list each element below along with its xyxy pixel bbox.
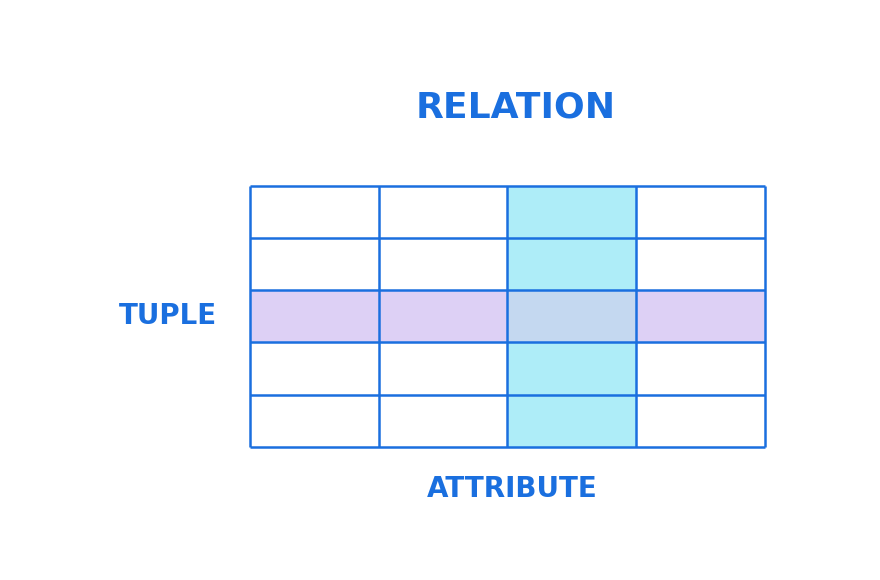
Bar [636, 238, 765, 290]
Bar [636, 342, 765, 395]
Text: TUPLE: TUPLE [119, 302, 217, 331]
Bar [507, 238, 636, 290]
Bar [250, 395, 378, 447]
Bar [250, 238, 378, 290]
Bar [378, 395, 507, 447]
Bar [250, 290, 378, 342]
Bar [636, 186, 765, 238]
Bar [507, 290, 636, 342]
Bar [378, 186, 507, 238]
Bar [636, 290, 765, 342]
Bar [507, 186, 636, 238]
Bar [250, 186, 378, 238]
Bar [507, 395, 636, 447]
Bar [507, 342, 636, 395]
Bar [378, 342, 507, 395]
Text: ATTRIBUTE: ATTRIBUTE [427, 476, 598, 503]
Text: RELATION: RELATION [415, 90, 616, 125]
Bar [250, 342, 378, 395]
Bar [378, 290, 507, 342]
Bar [378, 238, 507, 290]
Bar [636, 395, 765, 447]
